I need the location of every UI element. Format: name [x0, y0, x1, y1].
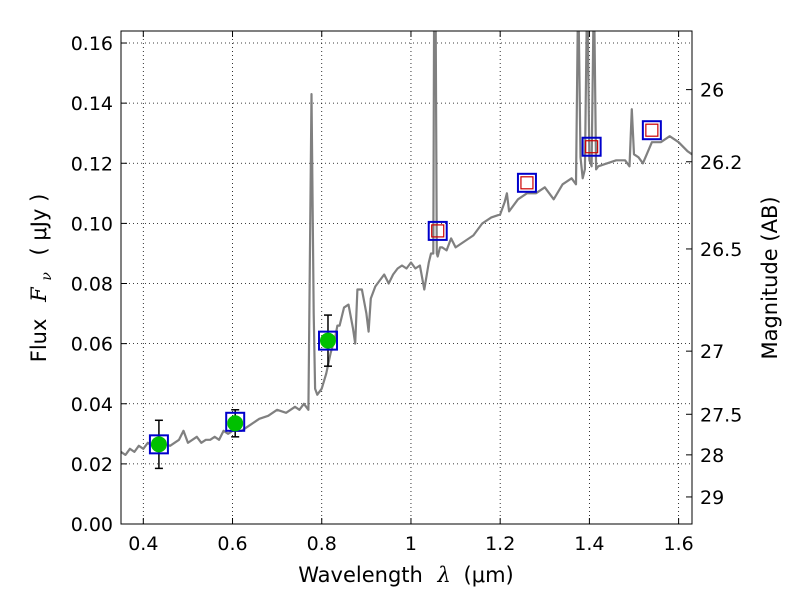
y2-tick-label: 29: [700, 487, 724, 509]
y-tick-label: 0.04: [71, 394, 113, 416]
y-axis-label-prefix: Flux: [27, 319, 51, 363]
x-axis-label-variable: λ: [437, 563, 451, 587]
plot-frame: [120, 30, 693, 525]
model-flux-square: [427, 220, 448, 241]
open-flux-point: [520, 176, 534, 190]
y-tick-label: 0.14: [71, 93, 113, 115]
x-axis-label-prefix: Wavelength: [298, 563, 423, 587]
y-axis-label-variable: F: [27, 286, 51, 303]
x-axis-label: Wavelength λ (μm): [298, 563, 513, 587]
detected-flux-point: [227, 415, 244, 432]
open-flux-point: [431, 224, 445, 238]
y2-tick-label: 26: [700, 80, 724, 102]
y-axis-label: Flux F ν ( μJy ): [27, 194, 56, 363]
y-tick-label: 0.00: [71, 514, 113, 536]
open-flux-point: [585, 140, 599, 154]
y-tick-label: 0.12: [71, 153, 113, 175]
detected-flux-point: [150, 436, 167, 453]
model-flux-square: [148, 434, 169, 455]
x-tick-label: 1.4: [574, 533, 604, 555]
x-tick-label: 1: [405, 533, 417, 555]
x-axis-label-unit: (μm): [464, 563, 514, 587]
y-tick-label: 0.10: [71, 213, 113, 235]
spectrum-line: [121, 31, 692, 456]
x-tick-label: 0.6: [217, 533, 247, 555]
y2-tick-label: 28: [700, 445, 724, 467]
y2-tick-label: 27.5: [700, 404, 742, 426]
x-tick-label: 0.4: [128, 533, 158, 555]
open-flux-point: [645, 123, 659, 137]
y-tick-label: 0.02: [71, 454, 113, 476]
grid: [121, 31, 692, 525]
y-tick-label: 0.16: [71, 33, 113, 55]
model-flux-square: [641, 120, 662, 141]
y-axis-label-unit: ( μJy ): [27, 194, 51, 256]
model-flux-square: [516, 172, 537, 193]
y-tick-label: 0.08: [71, 274, 113, 296]
y2-tick-label: 26.2: [700, 152, 742, 174]
y-axis-left: 0.00 0.02 0.04 0.06 0.08 0.10 0.12 0.14 0.16: [71, 33, 127, 536]
x-tick-label: 1.6: [664, 533, 694, 555]
x-tick-label: 1.2: [485, 533, 515, 555]
y2-tick-label: 27: [700, 341, 724, 363]
model-flux-square: [581, 136, 602, 157]
y2-axis-label: Magnitude (AB): [758, 196, 782, 359]
y2-tick-label: 26.5: [700, 239, 742, 261]
x-tick-label: 0.8: [307, 533, 337, 555]
markers: [148, 120, 662, 470]
spectrum-layer: [121, 31, 692, 456]
y-tick-label: 0.06: [71, 334, 113, 356]
model-flux-square: [317, 330, 338, 351]
x-axis: 0.4 0.6 0.8 1 1.2 1.4 1.6: [128, 31, 694, 555]
y-axis-label-subscript: ν: [39, 272, 55, 281]
y-axis-right: 26 26.2 26.5 27 27.5 28 29: [686, 80, 742, 509]
detected-flux-point: [319, 332, 336, 349]
